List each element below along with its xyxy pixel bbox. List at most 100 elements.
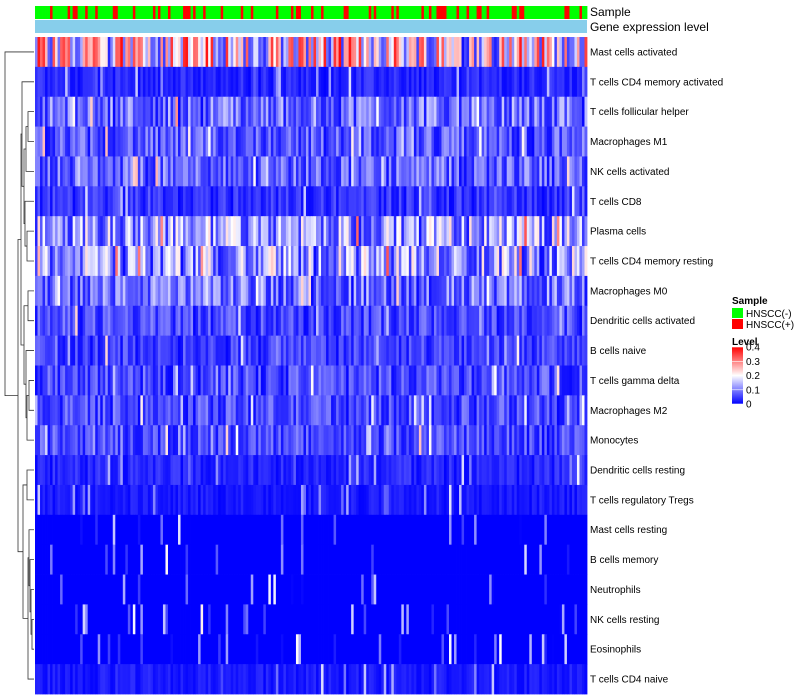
- heatmap-cell: [213, 275, 217, 307]
- heatmap-cell: [165, 365, 169, 396]
- heatmap-cell: [413, 96, 417, 127]
- heatmap-cell: [145, 365, 149, 396]
- heatmap-cell: [569, 514, 573, 546]
- heatmap-cell: [556, 96, 560, 127]
- heatmap-cell: [162, 484, 166, 516]
- heatmap-cell: [180, 275, 184, 307]
- sample-annotation-cell: [313, 6, 317, 19]
- heatmap-cell: [193, 395, 196, 426]
- heatmap-cell: [165, 455, 169, 486]
- heatmap-cell: [321, 514, 324, 546]
- heatmap-cell: [145, 275, 149, 307]
- heatmap-cell: [353, 455, 357, 486]
- heatmap-cell: [579, 544, 583, 575]
- heatmap-cell: [521, 216, 525, 247]
- heatmap-cell: [82, 395, 86, 426]
- heatmap-cell: [368, 305, 372, 337]
- heatmap-cell: [391, 455, 395, 486]
- heatmap-cell: [461, 574, 465, 605]
- heatmap-cell: [474, 395, 477, 426]
- heatmap-cell: [486, 574, 490, 605]
- heatmap-cell: [298, 186, 302, 217]
- heatmap-cell: [494, 484, 498, 516]
- sample-annotation-cell: [245, 6, 249, 19]
- heatmap-cell: [326, 37, 329, 68]
- heatmap-cell: [193, 455, 196, 486]
- heatmap-cell: [406, 365, 410, 396]
- heatmap-cell: [100, 335, 104, 366]
- sample-annotation-cell: [52, 6, 56, 19]
- heatmap-cell: [428, 216, 432, 247]
- sample-annotation-cell: [443, 6, 447, 19]
- heatmap-cell: [378, 66, 382, 98]
- heatmap-cell: [280, 544, 284, 575]
- heatmap-cell: [579, 66, 583, 98]
- heatmap-cell: [157, 305, 161, 337]
- heatmap-cell: [137, 634, 141, 665]
- heatmap-cell: [348, 126, 352, 157]
- heatmap-cell: [220, 574, 224, 605]
- heatmap-cell: [210, 186, 214, 217]
- heatmap-cell: [260, 365, 264, 396]
- heatmap-cell: [263, 37, 267, 68]
- heatmap-cell: [511, 455, 515, 486]
- heatmap-cell: [321, 574, 324, 605]
- heatmap-cell: [188, 544, 191, 575]
- heatmap-cell: [155, 574, 159, 605]
- heatmap-cell: [584, 634, 588, 665]
- heatmap-cell: [526, 275, 530, 307]
- heatmap-cell: [509, 66, 513, 98]
- heatmap-cell: [501, 37, 505, 68]
- heatmap-cell: [386, 455, 390, 486]
- heatmap-cell: [391, 275, 395, 307]
- heatmap-cell: [285, 484, 289, 516]
- heatmap-cell: [316, 126, 319, 157]
- heatmap-cell: [125, 455, 129, 486]
- heatmap-cell: [167, 66, 171, 98]
- heatmap-cell: [85, 425, 89, 456]
- heatmap-cell: [285, 37, 289, 68]
- heatmap-cell: [413, 275, 417, 307]
- heatmap-cell: [398, 126, 402, 157]
- heatmap-cell: [147, 544, 151, 575]
- heatmap-cell: [70, 96, 74, 127]
- heatmap-cell: [391, 186, 395, 217]
- heatmap-cell: [248, 604, 252, 635]
- heatmap-cell: [489, 484, 493, 516]
- heatmap-cell: [383, 425, 387, 456]
- heatmap-cell: [180, 514, 184, 546]
- heatmap-cell: [378, 455, 382, 486]
- heatmap-cell: [200, 305, 204, 337]
- heatmap-cell: [423, 96, 427, 127]
- heatmap-cell: [62, 484, 66, 516]
- heatmap-cell: [388, 634, 392, 665]
- heatmap-cell: [504, 186, 508, 217]
- heatmap-cell: [353, 544, 357, 575]
- heatmap-cell: [155, 126, 159, 157]
- heatmap-cell: [509, 544, 513, 575]
- heatmap-cell: [180, 305, 184, 337]
- heatmap-cell: [57, 365, 61, 396]
- heatmap-cell: [366, 634, 370, 665]
- heatmap-cell: [363, 664, 367, 695]
- heatmap-cell: [70, 126, 74, 157]
- heatmap-cell: [486, 544, 490, 575]
- heatmap-cell: [398, 365, 402, 396]
- heatmap-cell: [308, 544, 312, 575]
- heatmap-cell: [501, 395, 505, 426]
- heatmap-cell: [581, 634, 585, 665]
- heatmap-cell: [273, 544, 277, 575]
- heatmap-cell: [489, 455, 493, 486]
- heatmap-cell: [536, 246, 540, 277]
- heatmap-cell: [411, 96, 415, 127]
- heatmap-cell: [245, 335, 249, 366]
- dendrogram-branch: [28, 380, 34, 411]
- heatmap-cell: [300, 186, 304, 217]
- heatmap-cell: [456, 544, 460, 575]
- heatmap-cell: [165, 96, 169, 127]
- heatmap-cell: [564, 574, 568, 605]
- heatmap-cell: [398, 425, 402, 456]
- heatmap-cell: [300, 305, 304, 337]
- heatmap-cell: [97, 335, 101, 366]
- heatmap-cell: [336, 484, 339, 516]
